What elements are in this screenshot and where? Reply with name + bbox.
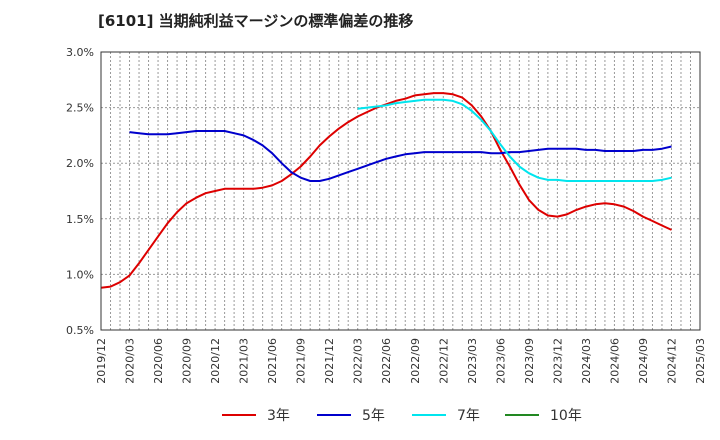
series-line-1 [129, 130, 672, 182]
legend-label: 5年 [362, 408, 385, 424]
x-tick-label: 2022/06 [380, 338, 393, 384]
x-tick-label: 2020/03 [124, 338, 137, 384]
y-tick-label: 2.0% [66, 157, 94, 170]
x-tick-label: 2024/06 [608, 338, 621, 384]
x-tick-label: 2020/06 [152, 338, 165, 384]
x-tick-label: 2021/09 [295, 338, 308, 384]
y-axis-ticks: 0.5% 1.0% 1.5% 2.0% 2.5% 3.0% [66, 46, 94, 337]
legend: 3年 5年 7年 10年 [222, 408, 582, 424]
x-tick-label: 2022/09 [409, 338, 422, 384]
y-tick-label: 1.5% [66, 213, 94, 226]
series-line-0 [100, 92, 672, 289]
x-tick-label: 2019/12 [95, 338, 108, 384]
y-tick-label: 3.0% [66, 46, 94, 59]
x-tick-label: 2021/12 [323, 338, 336, 384]
x-tick-label: 2024/03 [580, 338, 593, 384]
series-line-2 [357, 98, 672, 182]
legend-label: 3年 [267, 408, 290, 424]
plot-frame [100, 51, 701, 331]
chart-title: [6101] 当期純利益マージンの標準偏差の推移 [98, 12, 414, 30]
x-tick-label: 2023/03 [466, 338, 479, 384]
series-lines [100, 92, 672, 289]
y-tick-label: 2.5% [66, 102, 94, 115]
x-tick-label: 2021/03 [238, 338, 251, 384]
x-tick-label: 2024/09 [637, 338, 650, 384]
legend-label: 7年 [457, 408, 480, 424]
x-tick-label: 2025/03 [694, 338, 707, 384]
x-tick-label: 2021/06 [266, 338, 279, 384]
x-tick-label: 2023/06 [494, 338, 507, 384]
x-tick-label: 2023/12 [551, 338, 564, 384]
x-tick-label: 2020/09 [181, 338, 194, 384]
x-tick-label: 2023/09 [523, 338, 536, 384]
grid-lines [100, 51, 701, 331]
legend-label: 10年 [550, 408, 582, 424]
y-tick-label: 0.5% [66, 324, 94, 337]
x-tick-label: 2022/03 [352, 338, 365, 384]
x-axis-ticks: 2019/12 2020/03 2020/06 2020/09 2020/12 2021/… [95, 338, 707, 384]
x-tick-label: 2020/12 [209, 338, 222, 384]
x-tick-label: 2024/12 [665, 338, 678, 384]
x-tick-label: 2022/12 [437, 338, 450, 384]
y-tick-label: 1.0% [66, 268, 94, 281]
